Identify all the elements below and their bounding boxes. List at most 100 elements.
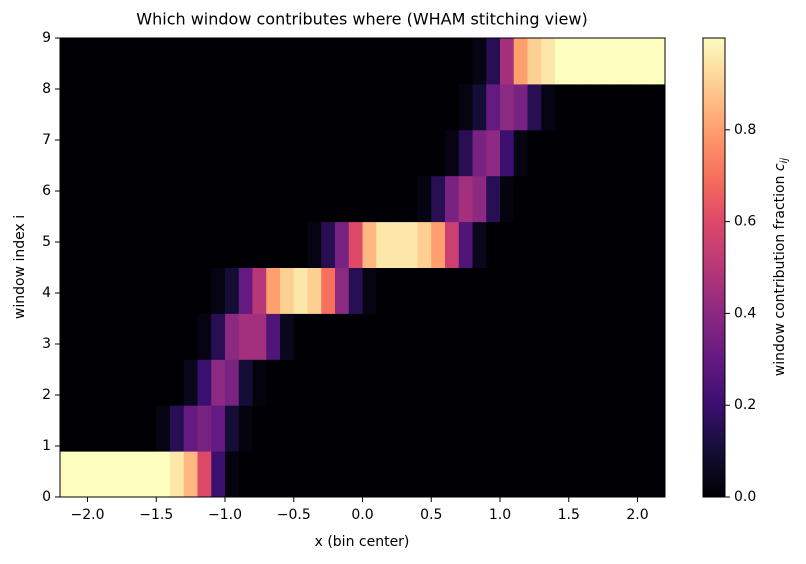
heat-cell — [307, 267, 322, 314]
heat-cell — [362, 451, 377, 498]
heat-cell — [170, 129, 185, 177]
heat-cell — [87, 359, 102, 406]
heat-cell — [115, 129, 130, 177]
heat-cell — [225, 267, 240, 314]
heat-cell — [390, 38, 405, 85]
heat-cell — [197, 221, 212, 268]
heat-cell — [610, 175, 625, 223]
heat-cell — [568, 405, 583, 452]
heat-cell — [225, 451, 240, 498]
heat-cell — [321, 313, 336, 360]
heat-cell — [500, 175, 515, 223]
heat-cell — [362, 313, 377, 360]
heat-cell — [472, 221, 487, 268]
heat-cell — [280, 405, 295, 452]
heat-cell — [403, 313, 418, 360]
heat-cell — [390, 359, 405, 406]
heat-cell — [87, 221, 102, 268]
heat-cell — [445, 221, 460, 268]
heat-cell — [651, 83, 666, 131]
heat-cell — [170, 451, 185, 498]
heat-cell — [170, 221, 185, 268]
heat-cell — [431, 451, 446, 498]
heat-cell — [266, 83, 281, 131]
heat-cell — [582, 313, 597, 360]
heat-cell — [513, 451, 528, 498]
heat-cell — [348, 175, 363, 223]
heat-cell — [73, 221, 88, 268]
heat-cell — [60, 38, 75, 85]
heat-cell — [500, 451, 515, 498]
heat-cell — [431, 83, 446, 131]
heat-cell — [128, 313, 143, 360]
heat-cell — [637, 451, 652, 498]
heat-cell — [266, 221, 281, 268]
heat-cell — [637, 313, 652, 360]
heat-cell — [142, 129, 157, 177]
heat-cell — [87, 267, 102, 314]
heat-cell — [555, 175, 570, 223]
heat-cell — [651, 451, 666, 498]
heat-cell — [376, 83, 391, 131]
heat-cell — [568, 359, 583, 406]
heat-cell — [431, 267, 446, 314]
heat-cell — [280, 359, 295, 406]
heat-cell — [527, 221, 542, 268]
heat-cell — [307, 129, 322, 177]
heat-cell — [238, 221, 253, 268]
heat-cell — [376, 451, 391, 498]
heat-cell — [555, 129, 570, 177]
heat-cell — [307, 313, 322, 360]
heat-cell — [555, 405, 570, 452]
heat-cell — [390, 83, 405, 131]
heat-cell — [582, 129, 597, 177]
heat-cell — [197, 405, 212, 452]
heat-cell — [266, 267, 281, 314]
heat-cell — [321, 405, 336, 452]
heat-cell — [335, 451, 350, 498]
heat-cell — [527, 38, 542, 85]
heat-cell — [142, 313, 157, 360]
heat-cell — [115, 359, 130, 406]
heat-cell — [610, 267, 625, 314]
heat-cell — [128, 405, 143, 452]
heat-cell — [252, 38, 267, 85]
heat-cell — [335, 83, 350, 131]
heat-cell — [390, 175, 405, 223]
heat-cell — [403, 38, 418, 85]
heat-cell — [472, 175, 487, 223]
heat-cell — [651, 313, 666, 360]
heat-cell — [280, 38, 295, 85]
y-tick-label: 6 — [42, 183, 51, 199]
heat-cell — [376, 175, 391, 223]
heat-cell — [445, 129, 460, 177]
heat-cell — [348, 83, 363, 131]
heat-cell — [280, 175, 295, 223]
heat-cell — [610, 129, 625, 177]
heat-cell — [225, 38, 240, 85]
heat-cell — [101, 359, 116, 406]
heat-cell — [293, 83, 308, 131]
heat-cell — [170, 405, 185, 452]
heat-cell — [293, 221, 308, 268]
heat-cell — [170, 83, 185, 131]
heat-cell — [266, 313, 281, 360]
heat-cell — [87, 313, 102, 360]
heat-cell — [376, 129, 391, 177]
y-tick-label: 8 — [42, 81, 51, 97]
heat-cell — [623, 313, 638, 360]
heat-cell — [431, 359, 446, 406]
heat-cell — [610, 451, 625, 498]
heat-cell — [252, 175, 267, 223]
heat-cell — [197, 359, 212, 406]
heat-cell — [211, 359, 226, 406]
heat-cell — [637, 83, 652, 131]
heat-cell — [527, 83, 542, 131]
heat-cell — [568, 175, 583, 223]
heat-cell — [60, 267, 75, 314]
heat-cell — [362, 83, 377, 131]
heat-cell — [87, 83, 102, 131]
heat-cell — [500, 83, 515, 131]
heat-cell — [362, 175, 377, 223]
